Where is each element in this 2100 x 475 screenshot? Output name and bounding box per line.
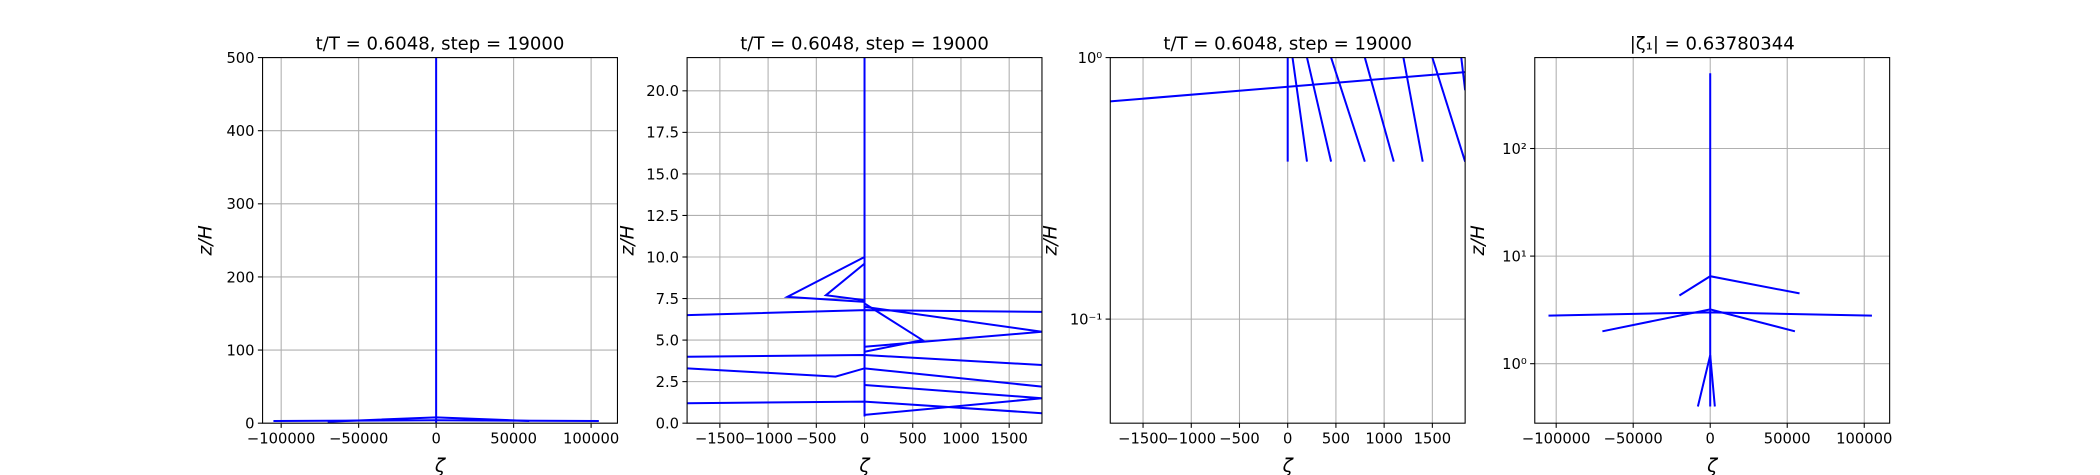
data-line <box>1460 57 1466 91</box>
plot-area <box>1548 73 1872 407</box>
x-tick-label: 0 <box>860 430 869 447</box>
data-line <box>1363 57 1395 162</box>
axes-frame <box>686 57 1043 424</box>
panel: −1500−1000 −500 0 500 1000 1500 0.0 2.5 5.0 7.5 10… <box>618 34 1043 475</box>
data-line <box>1291 57 1308 162</box>
plot-area <box>273 57 599 423</box>
x-axis-label: ζ <box>434 455 447 475</box>
x-tick-label: −1000 <box>1166 430 1216 447</box>
x-tick-label: −500 <box>1219 430 1259 447</box>
data-line <box>1431 57 1466 162</box>
x-tick-label: 50000 <box>1764 430 1811 447</box>
chart-title: |ζ₁| = 0.63780344 <box>1630 34 1795 55</box>
data-line <box>1678 275 1800 297</box>
axes-frame <box>1109 57 1466 424</box>
y-tick-label: 500 <box>226 50 254 67</box>
x-tick-label: −50000 <box>1604 430 1663 447</box>
data-line <box>1330 57 1366 162</box>
axes-frame <box>262 57 618 424</box>
y-tick-label: 100 <box>226 342 254 359</box>
data-line <box>687 400 1042 415</box>
y-axis-label: z/H <box>618 225 639 256</box>
y-axis-label: z/H <box>1468 225 1489 256</box>
data-line <box>864 383 1042 416</box>
panel: −1500−1000 −500 0 500 1000 1500 10⁻¹ 10⁰ t/T = 0… <box>1041 34 1466 475</box>
y-tick-label: 10⁻¹ <box>1070 311 1102 328</box>
x-tick-label: 1500 <box>990 430 1027 447</box>
chart-title: t/T = 0.6048, step = 19000 <box>316 34 565 55</box>
y-tick-label: 10² <box>1502 141 1527 158</box>
y-tick-label: 7.5 <box>656 291 679 308</box>
data-line <box>327 416 530 423</box>
data-line <box>1548 311 1872 317</box>
plot-area <box>687 57 1042 417</box>
chart-title: t/T = 0.6048, step = 19000 <box>1163 34 1412 55</box>
x-tick-label: 0 <box>1706 430 1715 447</box>
data-line <box>687 367 1042 388</box>
y-tick-label: 20.0 <box>646 83 679 100</box>
x-tick-label: 1500 <box>1414 430 1451 447</box>
y-tick-label: 17.5 <box>646 125 679 142</box>
x-tick-label: −100000 <box>1522 430 1591 447</box>
x-tick-label: 100000 <box>563 430 619 447</box>
x-axis-label: ζ <box>858 455 871 475</box>
x-tick-label: 500 <box>1322 430 1350 447</box>
data-line <box>864 305 1042 348</box>
panel: −100000 −50000 0 50000 100000 10⁰ 10¹ 10² |ζ₁| =… <box>1468 34 1892 475</box>
y-tick-label: 10⁰ <box>1078 50 1103 67</box>
x-tick-label: −1500 <box>695 430 745 447</box>
data-line <box>783 256 865 303</box>
chart-title: t/T = 0.6048, step = 19000 <box>740 34 989 55</box>
data-line <box>1306 57 1333 162</box>
x-tick-label: 500 <box>899 430 927 447</box>
axes-frame <box>1534 57 1891 424</box>
x-tick-label: 0 <box>431 430 440 447</box>
data-line <box>1402 57 1424 162</box>
panel: −100000 −50000 0 50000 100000 0 100 200 300 400 50… <box>196 34 620 475</box>
y-tick-label: 12.5 <box>646 208 679 225</box>
y-tick-label: 2.5 <box>656 374 679 391</box>
data-line <box>273 419 599 422</box>
x-tick-label: −1500 <box>1118 430 1168 447</box>
x-tick-label: −50000 <box>329 430 388 447</box>
y-tick-label: 10.0 <box>646 249 679 266</box>
data-line <box>1696 354 1716 407</box>
plot-area <box>1110 57 1466 162</box>
data-line <box>687 354 1042 367</box>
x-tick-label: 100000 <box>1836 430 1892 447</box>
y-tick-label: 10¹ <box>1502 248 1527 265</box>
y-tick-label: 15.0 <box>646 166 679 183</box>
x-tick-label: −100000 <box>247 430 316 447</box>
data-line <box>687 309 1042 317</box>
x-axis-label: ζ <box>1706 455 1719 475</box>
y-tick-label: 0.0 <box>656 416 679 433</box>
x-tick-label: −500 <box>796 430 836 447</box>
data-line <box>863 302 926 353</box>
x-tick-label: 0 <box>1283 430 1292 447</box>
x-tick-label: 50000 <box>490 430 537 447</box>
x-tick-label: 1000 <box>942 430 979 447</box>
y-tick-label: 200 <box>226 269 254 286</box>
y-axis-label: z/H <box>196 225 217 256</box>
y-tick-label: 300 <box>226 196 254 213</box>
x-axis-label: ζ <box>1282 455 1295 475</box>
y-axis-label: z/H <box>1041 225 1062 256</box>
y-tick-label: 10⁰ <box>1502 356 1527 373</box>
y-tick-label: 400 <box>226 123 254 140</box>
data-line <box>1602 308 1796 333</box>
y-tick-label: 0 <box>245 416 254 433</box>
x-tick-label: 1000 <box>1365 430 1402 447</box>
data-line <box>823 262 866 302</box>
y-tick-label: 5.0 <box>656 332 679 349</box>
x-tick-label: −1000 <box>743 430 793 447</box>
